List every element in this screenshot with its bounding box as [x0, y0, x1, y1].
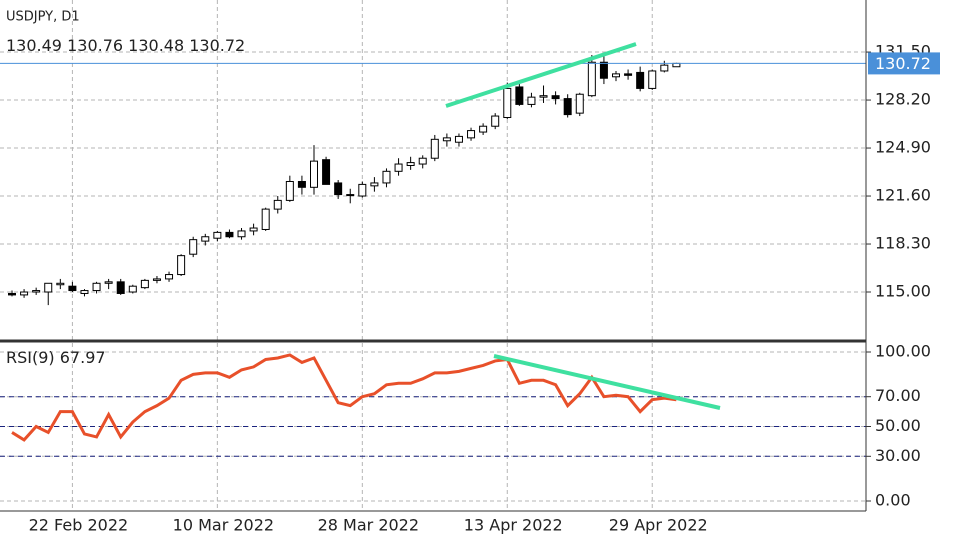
ohlc-readout: 130.49 130.76 130.48 130.72 [6, 36, 245, 55]
candle-body [56, 282, 65, 286]
y-tick-label: 30.00 [875, 446, 921, 465]
candle-body [116, 281, 125, 294]
candle-body [225, 231, 234, 238]
y-tick-label: 121.60 [875, 186, 931, 205]
trend-line [445, 42, 637, 108]
x-tick-label: 29 Apr 2022 [609, 516, 708, 535]
candle-body [467, 130, 476, 139]
candle-body [297, 180, 306, 188]
plot: 115.00118.30121.60124.90128.20131.500.00… [0, 0, 940, 535]
candle-body [165, 274, 174, 280]
candle-body [128, 285, 137, 293]
x-tick-label: 13 Apr 2022 [464, 516, 563, 535]
candle-body [273, 199, 282, 210]
candle-body [213, 231, 222, 239]
trend-line [493, 354, 721, 410]
y-tick-label: 70.00 [875, 386, 921, 405]
candle-body [104, 281, 113, 284]
chart-title: USDJPY, D1 [6, 10, 80, 25]
candle-body [563, 98, 572, 116]
candle-body [285, 180, 294, 201]
candle-body [334, 182, 343, 196]
y-tick-label: 0.00 [875, 491, 911, 510]
ohlc-value: 130.76 [67, 36, 123, 55]
x-tick-label: 28 Mar 2022 [318, 516, 419, 535]
candle-body [370, 182, 379, 187]
candle-body [68, 285, 77, 292]
candle-body [442, 137, 451, 142]
candle-body [237, 230, 246, 238]
candle-body [92, 282, 101, 292]
candle-body [672, 62, 681, 68]
candle-body [660, 64, 669, 72]
candle-body [346, 194, 355, 197]
x-tick-label: 22 Feb 2022 [29, 516, 129, 535]
candle-body [152, 278, 161, 281]
candle-body [20, 291, 29, 296]
y-tick-label: 100.00 [875, 342, 931, 361]
candle-body [454, 135, 463, 143]
candle-body [599, 61, 608, 79]
candle-body [249, 227, 258, 232]
candle-body [310, 160, 318, 188]
y-tick-label: 115.00 [875, 282, 931, 301]
candle-body [575, 93, 584, 114]
candle-body [394, 163, 403, 172]
candle-body [322, 159, 331, 185]
price-tag-label: 130.72 [875, 54, 931, 73]
rsi-name: RSI(9) [6, 348, 55, 367]
candle-body [430, 138, 439, 159]
candle-body [491, 115, 500, 127]
candle-body [551, 95, 560, 100]
ohlc-value: 130.48 [128, 36, 184, 55]
price-tag [868, 52, 940, 75]
candle-body [479, 125, 488, 133]
candle-body [189, 239, 198, 255]
y-tick-label: 128.20 [875, 90, 931, 109]
y-tick-label: 118.30 [875, 234, 931, 253]
candle-body [8, 292, 16, 296]
candle-body [624, 73, 633, 76]
candle-body [527, 96, 536, 105]
candle-body [406, 162, 415, 166]
candle-body [587, 61, 596, 97]
candle-body [539, 95, 548, 98]
candle-body [44, 282, 53, 293]
rsi-line [11, 353, 677, 442]
candle-body [515, 86, 524, 105]
candle-body [177, 255, 186, 276]
candle-body [140, 279, 149, 289]
candle-body [636, 71, 645, 89]
candle-body [648, 70, 657, 89]
candle-body [201, 236, 210, 242]
candle-body [80, 290, 89, 294]
candle-body [612, 73, 620, 78]
x-tick-label: 10 Mar 2022 [173, 516, 274, 535]
candle-body [358, 183, 367, 197]
ohlc-value: 130.72 [189, 36, 245, 55]
candle-body [418, 157, 427, 165]
y-tick-label: 124.90 [875, 138, 931, 157]
rsi-readout: RSI(9) 67.97 [6, 348, 106, 367]
candle-body [261, 208, 270, 230]
candle-body [32, 290, 41, 293]
candle-body [503, 87, 512, 119]
y-tick-label: 50.00 [875, 416, 921, 435]
rsi-value: 67.97 [60, 348, 106, 367]
candle-body [382, 170, 391, 184]
ohlc-value: 130.49 [6, 36, 62, 55]
